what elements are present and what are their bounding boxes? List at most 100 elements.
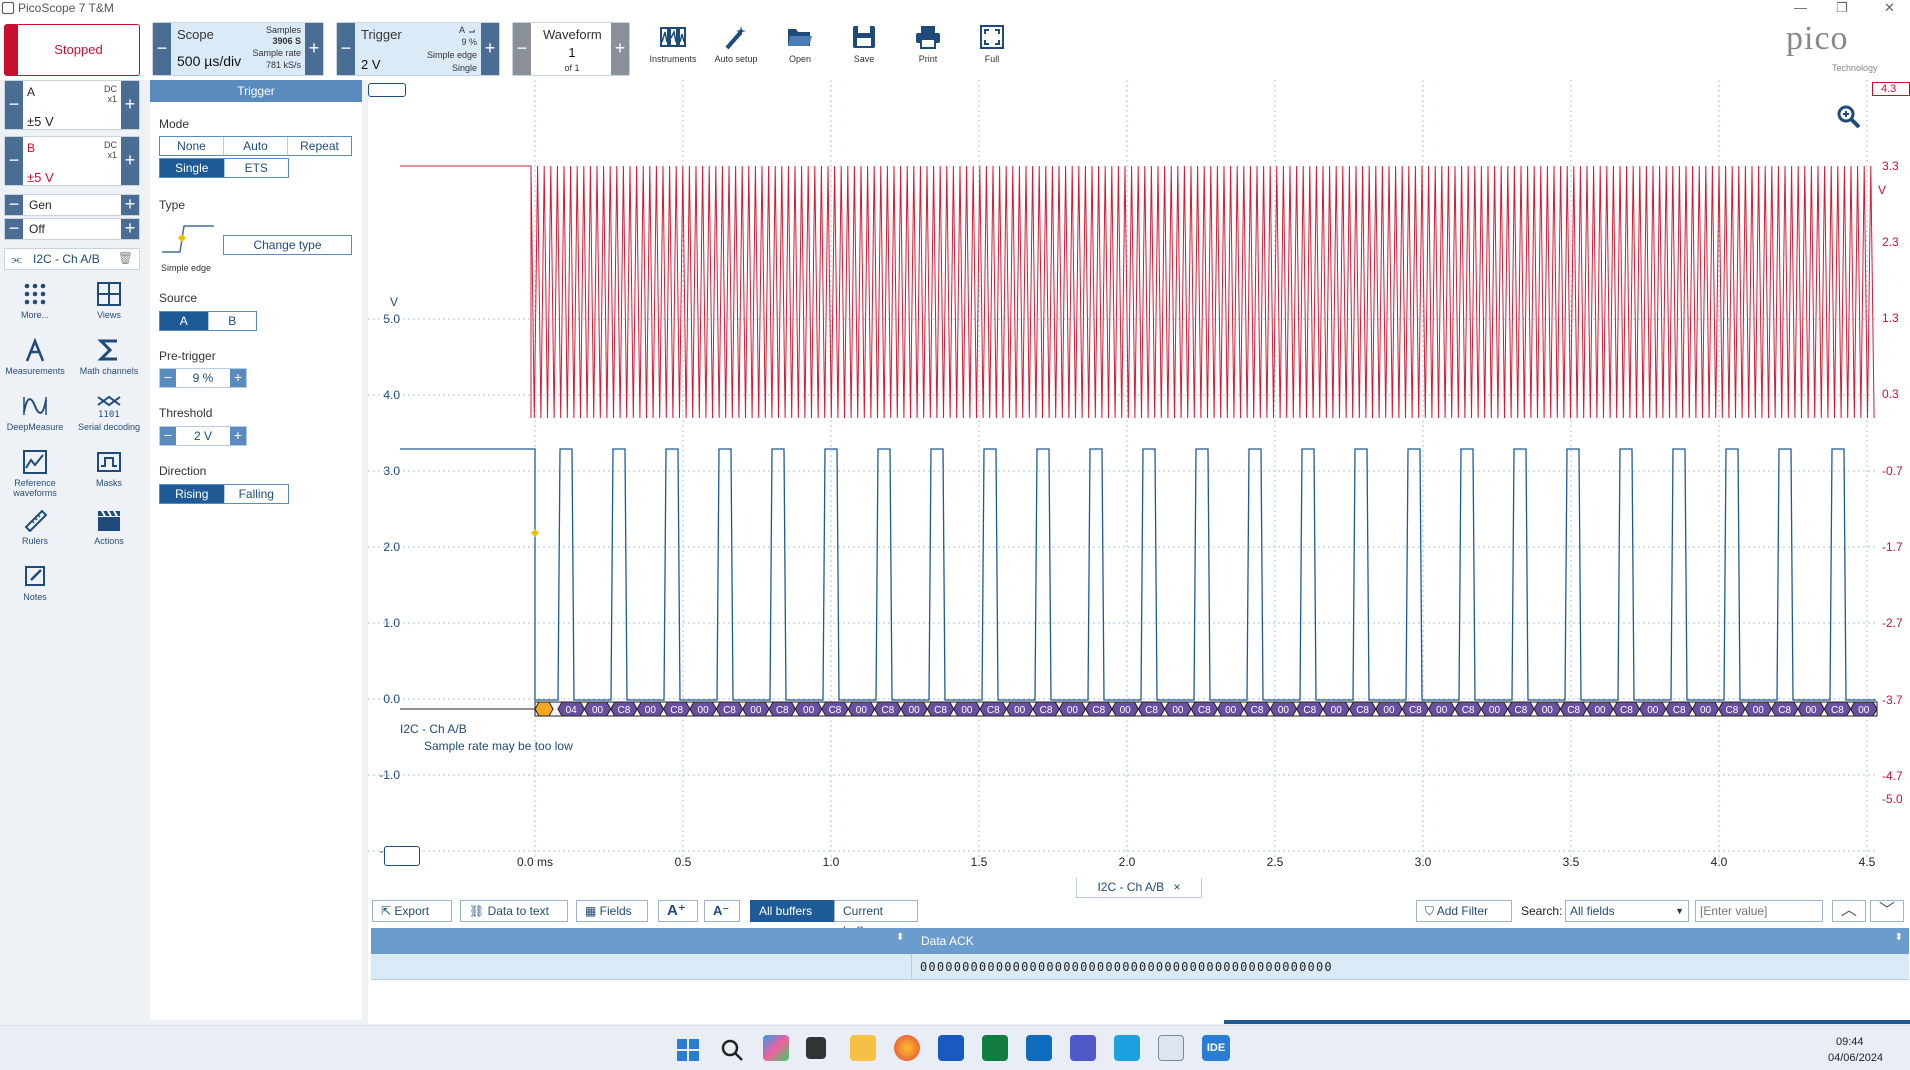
column-header-data-ack[interactable]: Data ACK <box>921 934 974 948</box>
actions-button[interactable]: Actions <box>76 504 142 558</box>
rulers-button[interactable]: Rulers <box>2 504 68 558</box>
math-channels-button[interactable]: Math channels <box>76 334 142 388</box>
add-filter-button[interactable]: ⛉ Add Filter <box>1416 900 1512 922</box>
pretrigger-stepper[interactable]: − 9 % + <box>159 368 247 388</box>
copilot-icon[interactable] <box>763 1035 789 1061</box>
restore-icon[interactable]: ❐ <box>1836 0 1848 15</box>
generator-state-control[interactable]: − Off + <box>4 218 140 240</box>
previous-waveform-button[interactable]: − <box>513 23 531 75</box>
zoom-icon[interactable] <box>1836 104 1862 130</box>
close-icon[interactable]: ✕ <box>1884 0 1895 15</box>
channel-a-increase-button[interactable]: + <box>121 81 139 129</box>
full-screen-button[interactable]: Full <box>964 22 1020 72</box>
file-explorer-icon[interactable] <box>850 1035 876 1061</box>
remote-desktop-icon[interactable] <box>1114 1035 1140 1061</box>
channel-a-decrease-button[interactable]: − <box>5 81 23 129</box>
masks-button[interactable]: Masks <box>76 446 142 500</box>
trigger-settings[interactable]: − Trigger 2 V A ⨼ 9 % Simple edge Single… <box>336 22 500 76</box>
threshold-value[interactable]: 2 V <box>193 429 212 443</box>
teams-icon[interactable] <box>1070 1035 1096 1061</box>
generator-state-decrease-button[interactable]: − <box>5 219 23 239</box>
mode-none-option[interactable]: None <box>160 137 224 155</box>
data-to-text-button[interactable]: ⛓ Data to text <box>460 900 568 922</box>
horizontal-scroll-marker[interactable] <box>384 846 420 866</box>
source-a-option[interactable]: A <box>160 312 209 330</box>
timebase-increase-button[interactable]: + <box>305 23 323 75</box>
generator-control[interactable]: − Gen + <box>4 194 140 216</box>
export-button[interactable]: ⇱ Export <box>372 900 452 922</box>
next-waveform-button[interactable]: + <box>611 23 629 75</box>
decrease-font-button[interactable]: A⁻ <box>704 900 740 922</box>
pretrigger-increase-button[interactable]: + <box>230 369 246 387</box>
serial-decoding-button[interactable]: 1101 Serial decoding <box>76 390 142 444</box>
search-previous-button[interactable]: ︿ <box>1832 900 1866 922</box>
search-field-select[interactable]: All fields ▼ <box>1565 900 1689 922</box>
channel-b-increase-button[interactable]: + <box>121 137 139 185</box>
timebase-decrease-button[interactable]: − <box>153 23 171 75</box>
task-view-icon[interactable] <box>806 1037 826 1059</box>
channel-a-control[interactable]: − A DC x1 ±5 V + <box>4 80 140 130</box>
waveform-plot[interactable]: 04 00 C8 00 C8 00 C8 00 C8 00 C8 00 C8 00 C8 00 C8 00 C8 00… <box>368 80 1910 872</box>
generator-increase-button[interactable]: + <box>121 195 139 215</box>
minimize-icon[interactable]: — <box>1794 0 1807 15</box>
fields-button[interactable]: ▦ Fields <box>576 900 648 922</box>
table-row[interactable]: 0000000000000000000000000000000000000000… <box>371 954 1909 980</box>
open-button[interactable]: Open <box>772 22 828 72</box>
ide-icon[interactable]: IDE <box>1202 1035 1230 1061</box>
timebase-value[interactable]: 500 µs/div <box>177 53 242 69</box>
measurements-button[interactable]: Measurements <box>2 334 68 388</box>
firefox-icon[interactable] <box>894 1035 920 1061</box>
trigger-increase-button[interactable]: + <box>481 23 499 75</box>
waveform-selector[interactable]: − Waveform 1 of 1 + <box>512 22 630 76</box>
i2c-decode-bar[interactable]: 04 00 C8 00 C8 00 C8 00 C8 00 C8 00 C8 00 C8 00 C8 00 C8 00… <box>400 701 1878 717</box>
auto-setup-button[interactable]: Auto setup <box>708 22 764 72</box>
save-button[interactable]: Save <box>836 22 892 72</box>
column-sort-icon[interactable]: ⬍ <box>1894 932 1903 943</box>
decoded-packet[interactable] <box>1850 701 1878 717</box>
mode-ets-option[interactable]: ETS <box>224 159 288 177</box>
picoscope-taskbar-icon[interactable] <box>1158 1035 1184 1061</box>
generator-state-increase-button[interactable]: + <box>121 219 139 239</box>
scope-view[interactable]: 04 00 C8 00 C8 00 C8 00 C8 00 C8 00 C8 00 C8 00 C8 00 C8 00… <box>368 80 1910 872</box>
windows-start-icon[interactable] <box>676 1038 700 1062</box>
channel-a-range[interactable]: ±5 V <box>27 114 54 129</box>
decoder-chip[interactable]: ⫘ I2C - Ch A/B 🗑 <box>4 248 140 270</box>
channel-b-offset-marker[interactable]: 4.3 <box>1872 82 1910 96</box>
print-button[interactable]: Print <box>900 22 956 72</box>
excel-icon[interactable] <box>982 1035 1008 1061</box>
channel-b-control[interactable]: − B DC x1 ±5 V + <box>4 136 140 186</box>
direction-falling-option[interactable]: Falling <box>224 485 288 503</box>
threshold-increase-button[interactable]: + <box>230 427 246 445</box>
scope-settings[interactable]: − Scope 500 µs/div Samples 3906 S Sample… <box>152 22 324 76</box>
threshold-decrease-button[interactable]: − <box>160 427 176 445</box>
views-button[interactable]: Views <box>76 278 142 332</box>
pretrigger-decrease-button[interactable]: − <box>160 369 176 387</box>
decode-table-tab[interactable]: I2C - Ch A/B × <box>1076 878 1202 898</box>
source-b-option[interactable]: B <box>208 312 256 330</box>
direction-rising-option[interactable]: Rising <box>160 485 225 503</box>
reference-waveforms-button[interactable]: Reference waveforms <box>2 446 68 510</box>
instruments-button[interactable]: Instruments <box>645 22 701 72</box>
threshold-stepper[interactable]: − 2 V + <box>159 426 247 446</box>
run-stop-button[interactable]: Stopped <box>4 24 140 76</box>
close-tab-icon[interactable]: × <box>1173 880 1181 894</box>
notes-button[interactable]: Notes <box>2 560 68 614</box>
search-input[interactable] <box>1695 900 1823 922</box>
generator-decrease-button[interactable]: − <box>5 195 23 215</box>
increase-font-button[interactable]: A⁺ <box>658 900 698 922</box>
mode-single-option[interactable]: Single <box>160 159 225 177</box>
delete-decoder-icon[interactable]: 🗑 <box>117 251 133 265</box>
word-icon[interactable] <box>938 1035 964 1061</box>
current-buffer-button[interactable]: Current buffer <box>834 900 918 938</box>
mode-auto-option[interactable]: Auto <box>224 137 288 155</box>
trigger-decrease-button[interactable]: − <box>337 23 355 75</box>
change-type-button[interactable]: Change type <box>223 235 352 255</box>
mode-repeat-option[interactable]: Repeat <box>288 137 351 155</box>
all-buffers-button[interactable]: All buffers <box>750 900 834 922</box>
channel-a-offset-marker[interactable] <box>368 83 406 97</box>
channel-b-decrease-button[interactable]: − <box>5 137 23 185</box>
deepmeasure-button[interactable]: DeepMeasure <box>2 390 68 444</box>
search-next-button[interactable]: ﹀ <box>1870 900 1904 922</box>
search-icon[interactable] <box>720 1038 744 1062</box>
sort-icon[interactable]: ⬍ <box>896 932 905 943</box>
